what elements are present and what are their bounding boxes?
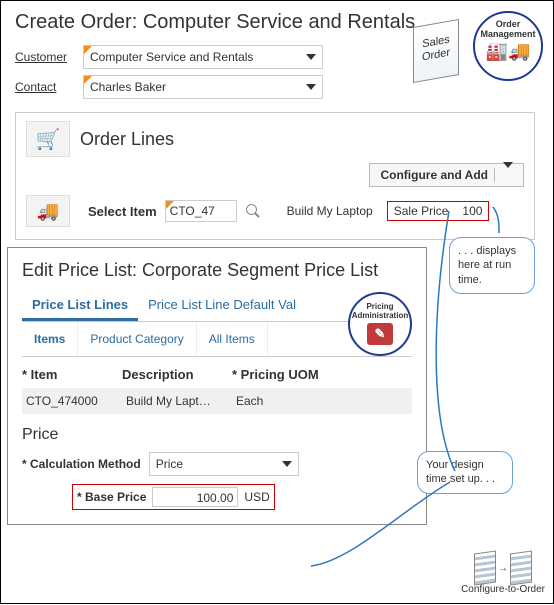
cto-arrow-icon: → [498,563,508,574]
subtab-product-category[interactable]: Product Category [78,322,196,356]
cart-icon: 🛒 [26,121,70,157]
grid-header: Item Description Pricing UOM [22,357,412,388]
cto-sheet-icon [510,550,532,585]
price-header: Price [22,426,412,444]
sales-order-shape: Sales Order [413,19,459,83]
col-desc: Description [122,367,232,382]
contact-row: Contact Charles Baker [1,72,553,102]
contact-select[interactable]: Charles Baker [83,75,323,99]
truck-icon: 🚚 [26,195,70,227]
customer-row: Customer Computer Service and Rentals [1,42,553,72]
subtab-all-items[interactable]: All Items [197,322,268,356]
edit-price-list-panel: Edit Price List: Corporate Segment Price… [7,247,427,525]
calc-method-row: Calculation Method Price [22,452,412,476]
configure-and-add-button[interactable]: Configure and Add [369,163,524,187]
order-management-label: Order Management [475,19,541,39]
base-price-currency: USD [244,490,269,504]
item-code-input[interactable]: CTO_47 [165,200,237,222]
contact-label: Contact [15,80,75,94]
base-price-box: Base Price 100.00 USD [72,484,275,510]
col-uom: Pricing UOM [232,367,342,382]
order-lines-title: Order Lines [80,129,174,150]
row-item: CTO_474000 [26,394,126,408]
contact-value: Charles Baker [90,80,166,94]
chevron-down-icon [306,54,316,60]
factory-truck-icon: 🏭🚚 [475,41,541,62]
sales-order-badge: Sales Order [413,23,461,79]
select-item-label: Select Item [88,204,157,219]
customer-label: Customer [15,50,75,64]
tab-default-values[interactable]: Price List Line Default Val [138,291,306,321]
cto-label: Configure-to-Order [461,584,545,595]
cto-sheet-icon [474,550,496,585]
grid-row[interactable]: CTO_474000 Build My Lapt… Each [22,388,412,414]
calc-method-select[interactable]: Price [149,452,299,476]
pricing-admin-badge: Pricing Administration ✎ [348,292,412,356]
sale-price-box: Sale Price 100 [387,201,490,221]
calc-label: Calculation Method [22,457,141,471]
customer-value: Computer Service and Rentals [90,50,253,64]
base-price-input[interactable]: 100.00 [152,487,238,507]
sale-price-label: Sale Price [394,204,449,218]
base-price-row: Base Price 100.00 USD [22,484,412,510]
search-icon[interactable] [245,203,261,219]
pricing-admin-label: Pricing Administration [350,302,410,320]
cto-badge: → Configure-to-Order [461,552,545,595]
page-title: Create Order: Computer Service and Renta… [1,1,553,42]
subtab-items[interactable]: Items [22,322,78,356]
calc-value: Price [156,457,183,471]
chevron-down-icon [282,461,292,467]
tab-price-list-lines[interactable]: Price List Lines [22,291,138,321]
row-desc: Build My Lapt… [126,394,236,408]
item-code-value: CTO_47 [170,204,215,218]
build-my-laptop-label: Build My Laptop [287,204,373,218]
configure-dropdown[interactable] [494,168,513,182]
callout-designtime: Your design time set up. . . [417,451,513,494]
order-lines-panel: 🛒 Order Lines Configure and Add 🚚 Select… [15,112,535,240]
col-item: Item [22,367,122,382]
epl-title: Edit Price List: Corporate Segment Price… [22,260,412,281]
order-management-badge: Order Management 🏭🚚 [473,11,543,81]
callout-runtime: . . . displays here at run time. [449,237,535,294]
customer-select[interactable]: Computer Service and Rentals [83,45,323,69]
row-uom: Each [236,394,346,408]
chevron-down-icon [306,84,316,90]
configure-btn-label: Configure and Add [380,168,488,182]
pricing-admin-icon: ✎ [367,323,393,345]
sale-price-value: 100 [462,204,482,218]
base-price-label: Base Price [77,490,146,504]
chevron-down-icon [503,162,513,182]
